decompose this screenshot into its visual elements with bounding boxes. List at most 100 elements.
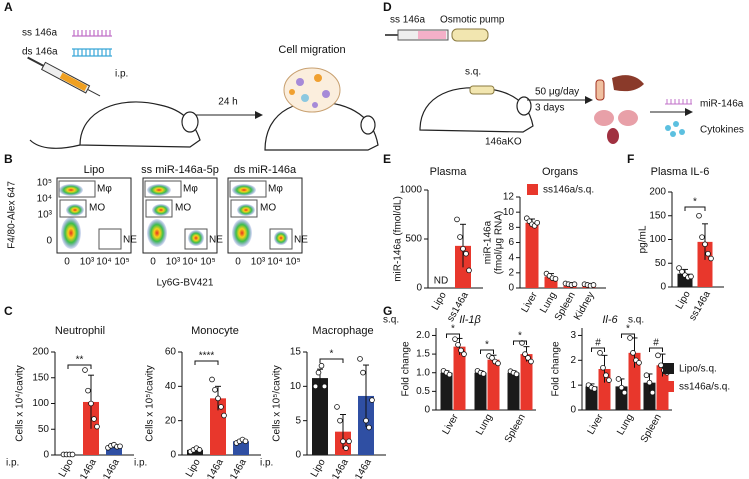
x-tick-label: Lung — [474, 412, 495, 437]
panel-label: C — [4, 304, 13, 318]
gate-label: MO — [89, 203, 105, 214]
flow-x-tick: 10⁴ — [267, 257, 282, 268]
y-tick-label: 0 — [424, 405, 430, 416]
data-point — [708, 255, 714, 262]
label-route: i.p. — [115, 69, 128, 80]
significance-bracket — [513, 340, 527, 345]
y-tick-label: 1000 — [400, 185, 423, 196]
label-output: Cytokines — [700, 125, 744, 136]
bar — [656, 365, 669, 410]
legend-swatch — [663, 381, 674, 392]
significance-label: **** — [199, 351, 215, 362]
bar — [210, 398, 226, 455]
y-tick-label: 5 — [295, 415, 301, 426]
y-tick-label: 0 — [43, 450, 49, 461]
data-point — [480, 371, 487, 377]
y-tick-label: 2 — [508, 267, 514, 278]
data-point — [534, 219, 540, 226]
data-point — [221, 412, 227, 419]
data-point — [94, 423, 100, 430]
y-axis-label: Cells x 10⁵/cavity — [145, 365, 156, 441]
data-point — [85, 387, 91, 394]
y-tick-label: 40 — [165, 381, 177, 392]
chart-title: Plasma IL-6 — [651, 166, 710, 178]
data-point — [655, 352, 661, 359]
gate — [58, 180, 96, 198]
y-tick-label: 200 — [649, 187, 666, 198]
y-tick-label: 1 — [570, 380, 576, 391]
significance-label: # — [595, 338, 601, 349]
gate-label: Mφ — [97, 184, 112, 195]
data-point — [460, 246, 466, 252]
significance-label: * — [626, 324, 630, 335]
y-tick-label: 10 — [503, 207, 515, 218]
y-axis-label: miR-146a (fmol/dL) — [393, 196, 404, 282]
bar — [106, 446, 122, 455]
flow-x-label: Ly6G-BV421 — [157, 278, 214, 289]
data-point — [643, 372, 650, 379]
significance-label: * — [330, 349, 334, 360]
data-point — [463, 250, 469, 257]
x-tick-label: Lipo — [57, 457, 76, 479]
x-axis-label: s.q. — [383, 315, 399, 326]
gate — [229, 180, 267, 198]
x-axis-label: i.p. — [6, 458, 19, 469]
legend-label: ss146a/s.q. — [543, 185, 594, 196]
gate — [269, 228, 293, 250]
flow-x-tick: 0 — [235, 257, 241, 268]
bar — [643, 382, 656, 410]
significance-bracket — [591, 347, 605, 352]
flow-title: ss miR-146a-5p — [141, 164, 219, 176]
chart-title: Il-1β — [459, 314, 481, 326]
label-mouse: 146aKO — [485, 137, 522, 148]
x-tick-label: Liver — [586, 412, 607, 437]
panel-d-art — [385, 28, 693, 144]
data-point — [369, 397, 375, 403]
data-point — [600, 364, 606, 371]
data-point — [466, 267, 472, 274]
y-tick-label: 0 — [170, 450, 176, 461]
data-point — [337, 417, 343, 424]
data-point — [591, 386, 598, 392]
bar — [525, 222, 539, 288]
data-point — [209, 376, 215, 383]
flow-x-tick: 10³ — [251, 257, 266, 268]
flow-y-label: F4/80-Alex 647 — [7, 181, 18, 249]
flow-density — [147, 219, 167, 247]
label-pump: Osmotic pump — [440, 15, 505, 26]
data-point — [618, 384, 625, 391]
data-point — [495, 360, 501, 367]
data-point — [571, 281, 578, 288]
panel-label: E — [383, 152, 391, 166]
data-point — [590, 282, 597, 288]
flow-density — [237, 204, 255, 216]
flow-density — [59, 184, 83, 196]
data-point — [615, 376, 622, 382]
x-axis-label: s.q. — [628, 315, 644, 326]
significance-label: * — [485, 340, 489, 351]
panel-label: G — [383, 304, 392, 318]
bar — [474, 372, 487, 410]
y-axis-label: miR-146a — [483, 220, 494, 264]
y-tick-label: 150 — [32, 372, 49, 383]
flow-density — [274, 231, 288, 245]
significance-label: ** — [76, 355, 84, 366]
y-tick-label: 20 — [165, 415, 177, 426]
y-tick-label: 100 — [649, 234, 666, 245]
gate — [184, 228, 208, 250]
data-point — [312, 383, 319, 390]
data-point — [676, 265, 682, 271]
data-point — [117, 443, 123, 450]
data-point — [91, 416, 97, 422]
y-tick-label: 2.0 — [416, 330, 430, 341]
y-tick-label: 4 — [508, 252, 514, 263]
x-tick-label: ds146a — [96, 457, 122, 479]
bar — [312, 378, 328, 455]
flow-x-tick: 10³ — [166, 257, 181, 268]
bar — [520, 354, 533, 410]
y-tick-label: 3 — [570, 330, 576, 341]
x-tick-label: ss146a — [200, 457, 226, 479]
significance-label: # — [653, 338, 659, 349]
bar — [628, 352, 641, 410]
y-tick-label: 1.0 — [416, 367, 430, 378]
